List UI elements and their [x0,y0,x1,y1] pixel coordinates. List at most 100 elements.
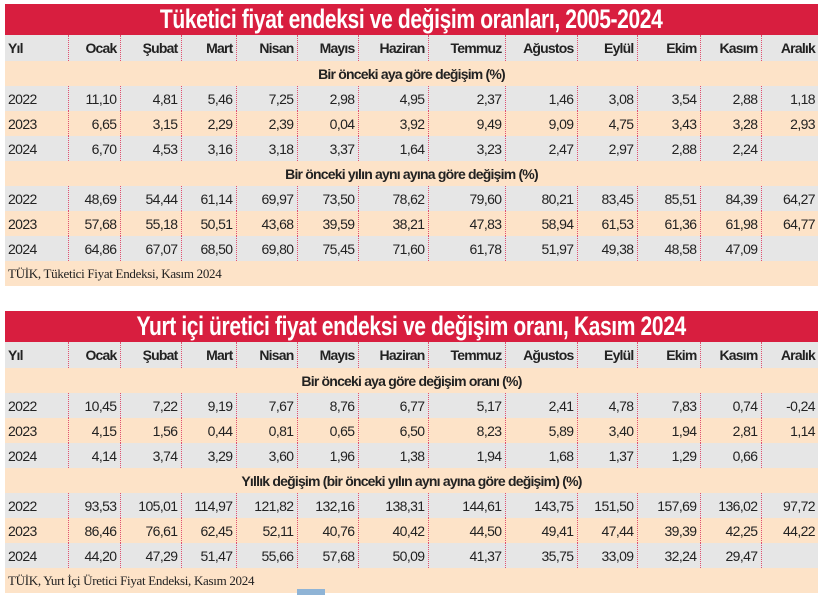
column-header: Ocak [67,35,120,61]
value-cell: 4,78 [576,393,637,418]
column-header: Ekim [636,35,700,61]
value-cell: 51,47 [180,543,236,568]
value-cell: 114,97 [180,493,236,518]
column-header: Ağustos [504,342,577,368]
table-row: 2024 6,70 4,53 3,16 3,18 3,37 1,64 3,23 2,47 2,97… [5,136,818,161]
value-cell: 121,82 [235,493,297,518]
value-cell: 40,76 [296,518,358,543]
value-cell: 61,53 [576,211,637,236]
year-cell: 2023 [5,518,68,543]
value-cell: 55,66 [235,543,297,568]
table-row: 2024 44,20 47,29 51,47 55,66 57,68 50,09 41,37 3… [5,543,818,568]
column-header: Mayıs [296,342,358,368]
column-header: Ağustos [504,35,577,61]
value-cell: 1,29 [636,443,700,468]
value-cell: 3,29 [180,443,236,468]
value-cell: 50,09 [357,543,428,568]
value-cell: 0,44 [180,418,236,443]
value-cell: 3,74 [119,443,181,468]
value-cell: 2,88 [699,86,761,111]
value-cell [760,236,818,261]
value-cell: 0,04 [296,111,358,136]
value-cell: 71,60 [357,236,428,261]
decorative-bar [297,589,325,595]
column-header: Ekim [636,342,700,368]
value-cell: 5,89 [504,418,577,443]
value-cell: 0,74 [699,393,761,418]
section-row: Bir önceki aya göre değişim (%) [5,61,818,86]
column-header: Nisan [235,35,297,61]
year-cell: 2023 [5,418,68,443]
value-cell: 67,07 [119,236,181,261]
column-header: Şubat [119,342,181,368]
value-cell: 2,39 [235,111,297,136]
section-row: Bir önceki aya göre değişim oranı (%) [5,368,818,393]
value-cell: 48,69 [67,186,120,211]
value-cell: 76,61 [119,518,181,543]
header-row: Yıl Ocak Şubat Mart Nisan Mayıs Haziran Temmuz A… [5,35,818,61]
value-cell: 151,50 [576,493,637,518]
section-label: Bir önceki aya göre değişim oranı (%) [5,368,818,393]
value-cell: 2,24 [699,136,761,161]
year-cell: 2022 [5,86,68,111]
value-cell: 1,64 [357,136,428,161]
value-cell: 64,86 [67,236,120,261]
year-cell: 2022 [5,493,68,518]
value-cell: 93,53 [67,493,120,518]
year-cell: 2024 [5,236,68,261]
value-cell: 9,49 [427,111,505,136]
value-cell: 0,66 [699,443,761,468]
value-cell: 86,46 [67,518,120,543]
value-cell: 105,01 [119,493,181,518]
value-cell: 3,18 [235,136,297,161]
table-row: 2024 4,14 3,74 3,29 3,60 1,96 1,38 1,94 1,68 1,37… [5,443,818,468]
value-cell: 42,25 [699,518,761,543]
section-label: Yıllık değişim (bir önceki yılın aynı ay… [5,468,818,493]
year-cell: 2022 [5,186,68,211]
value-cell [760,136,818,161]
value-cell: 3,40 [576,418,637,443]
value-cell: 49,41 [504,518,577,543]
value-cell: 7,22 [119,393,181,418]
section-label: Bir önceki aya göre değişim (%) [5,61,818,86]
value-cell: 6,65 [67,111,120,136]
value-cell: 8,76 [296,393,358,418]
value-cell: -0,24 [760,393,818,418]
value-cell: 4,95 [357,86,428,111]
value-cell: 4,14 [67,443,120,468]
table-row: 2022 48,69 54,44 61,14 69,97 73,50 78,62 79,60 8… [5,186,818,211]
value-cell: 58,94 [504,211,577,236]
value-cell: 61,98 [699,211,761,236]
value-cell: 48,58 [636,236,700,261]
header-row: Yıl Ocak Şubat Mart Nisan Mayıs Haziran Temmuz A… [5,342,818,368]
year-cell: 2024 [5,136,68,161]
value-cell: 55,18 [119,211,181,236]
value-cell: 61,78 [427,236,505,261]
value-cell: 32,24 [636,543,700,568]
source-text: TÜİK, Tüketici Fiyat Endeksi, Kasım 2024 [5,261,818,286]
value-cell: 2,47 [504,136,577,161]
value-cell: 3,08 [576,86,637,111]
cpi-table: Tüketici fiyat endeksi ve değişim oranla… [5,4,818,286]
table-row: 2023 86,46 76,61 62,45 52,11 40,76 40,42 44,50 4… [5,518,818,543]
value-cell: 1,96 [296,443,358,468]
value-cell: 6,50 [357,418,428,443]
source-row: TÜİK, Tüketici Fiyat Endeksi, Kasım 2024 [5,261,818,286]
value-cell: 9,09 [504,111,577,136]
value-cell [760,543,818,568]
value-cell: 4,75 [576,111,637,136]
value-cell: 78,62 [357,186,428,211]
value-cell: 0,65 [296,418,358,443]
value-cell: 7,67 [235,393,297,418]
value-cell: 5,46 [180,86,236,111]
value-cell: 1,18 [760,86,818,111]
value-cell: 5,17 [427,393,505,418]
value-cell: 2,98 [296,86,358,111]
column-header: Mart [180,35,236,61]
value-cell: 47,29 [119,543,181,568]
value-cell: 75,45 [296,236,358,261]
value-cell: 68,50 [180,236,236,261]
value-cell: 3,16 [180,136,236,161]
value-cell: 33,09 [576,543,637,568]
value-cell: 69,80 [235,236,297,261]
